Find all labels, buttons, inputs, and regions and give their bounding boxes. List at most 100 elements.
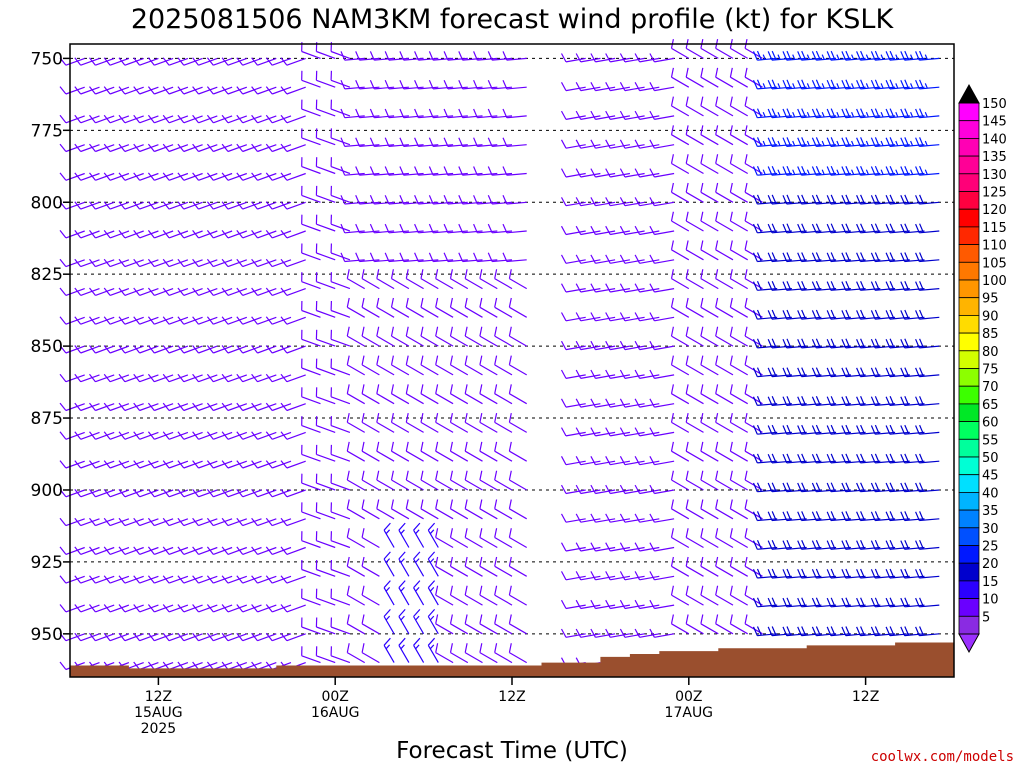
wind-barb: [700, 154, 719, 175]
wind-barb: [634, 225, 660, 236]
x-tick-label: 00Z: [675, 689, 702, 705]
wind-barb: [162, 258, 189, 268]
wind-barb: [236, 431, 262, 440]
wind-barb: [508, 384, 528, 405]
wind-barb: [369, 79, 395, 90]
wind-barb: [206, 201, 233, 210]
wind-barb: [330, 588, 351, 606]
wind-barb: [634, 139, 660, 149]
wind-barb: [575, 571, 601, 581]
wind-barb: [473, 79, 498, 90]
wind-barb: [346, 412, 365, 433]
wind-barb: [301, 300, 321, 318]
wind-barb: [59, 57, 85, 66]
wind-barb: [841, 597, 866, 608]
wind-barb: [162, 201, 189, 210]
wind-barb: [560, 513, 586, 523]
wind-barb: [508, 297, 528, 318]
wind-barb: [752, 281, 778, 291]
colorbar-label: 75: [982, 363, 999, 378]
wind-barb: [729, 355, 749, 376]
wind-barb: [870, 453, 896, 464]
wind-barb: [89, 489, 115, 498]
colorbar-label: 30: [982, 522, 999, 537]
wind-barb: [399, 166, 424, 176]
colorbar-swatch: [958, 491, 980, 511]
wind-barb: [782, 539, 807, 550]
y-tick-label: 775: [31, 121, 63, 141]
wind-barb: [147, 632, 174, 642]
wind-barb: [797, 281, 822, 291]
wind-barb: [315, 416, 336, 433]
terrain-fill: [70, 642, 954, 677]
wind-barb: [560, 484, 586, 495]
wind-barb: [346, 470, 365, 491]
wind-barb: [900, 108, 925, 119]
wind-barb: [192, 316, 218, 325]
wind-barb: [900, 511, 925, 522]
wind-barb: [508, 556, 528, 577]
wind-barb: [685, 269, 704, 290]
wind-barb: [670, 326, 690, 347]
wind-barb: [826, 424, 851, 435]
colorbar-label: 150: [982, 97, 1007, 112]
wind-barb: [399, 108, 424, 119]
wind-barb: [856, 50, 881, 61]
wind-barb: [670, 499, 690, 520]
wind-barb: [427, 637, 439, 663]
colorbar-label: 125: [982, 186, 1007, 201]
wind-barb: [670, 297, 690, 318]
wind-barb: [767, 252, 792, 263]
wind-barb: [206, 575, 233, 584]
wind-barb: [619, 398, 645, 408]
wind-barb: [420, 269, 439, 290]
wind-barb: [729, 125, 749, 146]
wind-barb: [797, 108, 822, 119]
wind-barb: [89, 172, 115, 181]
wind-barb: [361, 384, 380, 405]
wind-barb: [133, 661, 159, 671]
wind-barb: [251, 114, 277, 124]
wind-barb: [177, 546, 203, 555]
wind-barb: [192, 345, 218, 354]
wind-barb: [811, 597, 837, 608]
wind-barb: [449, 585, 469, 606]
wind-barb: [915, 597, 940, 608]
wind-barb: [369, 137, 395, 147]
wind-barb: [634, 398, 660, 408]
wind-barb: [826, 453, 851, 464]
x-tick-label: 12Z: [498, 689, 525, 705]
wind-barb: [133, 57, 159, 66]
wind-barb: [147, 143, 174, 153]
wind-barb: [346, 585, 365, 606]
wind-barb: [715, 211, 734, 232]
wind-barb: [405, 441, 424, 462]
colorbar-swatch: [958, 456, 980, 476]
wind-barb: [767, 539, 792, 550]
wind-barb: [811, 453, 837, 464]
wind-barb: [811, 424, 837, 435]
wind-barb: [915, 568, 940, 579]
wind-barb: [767, 194, 792, 205]
wind-barb: [133, 632, 159, 642]
colorbar-label: 90: [982, 309, 999, 324]
wind-barb: [301, 617, 321, 635]
wind-barb: [390, 297, 410, 318]
wind-barb: [133, 287, 159, 296]
wind-barb: [670, 154, 690, 175]
wind-barb: [355, 223, 380, 234]
wind-barb: [685, 154, 704, 175]
wind-barb: [502, 166, 527, 176]
wind-barb: [162, 114, 189, 124]
wind-barb: [443, 137, 468, 147]
wind-barb: [811, 165, 837, 176]
wind-barb: [443, 166, 468, 176]
wind-barb: [915, 165, 940, 176]
wind-barb: [487, 79, 513, 90]
wind-barb: [103, 460, 130, 469]
wind-barb: [118, 373, 144, 383]
wind-barb: [870, 396, 896, 406]
wind-barb: [685, 441, 704, 462]
wind-barb: [340, 137, 365, 147]
wind-barb: [390, 355, 410, 376]
